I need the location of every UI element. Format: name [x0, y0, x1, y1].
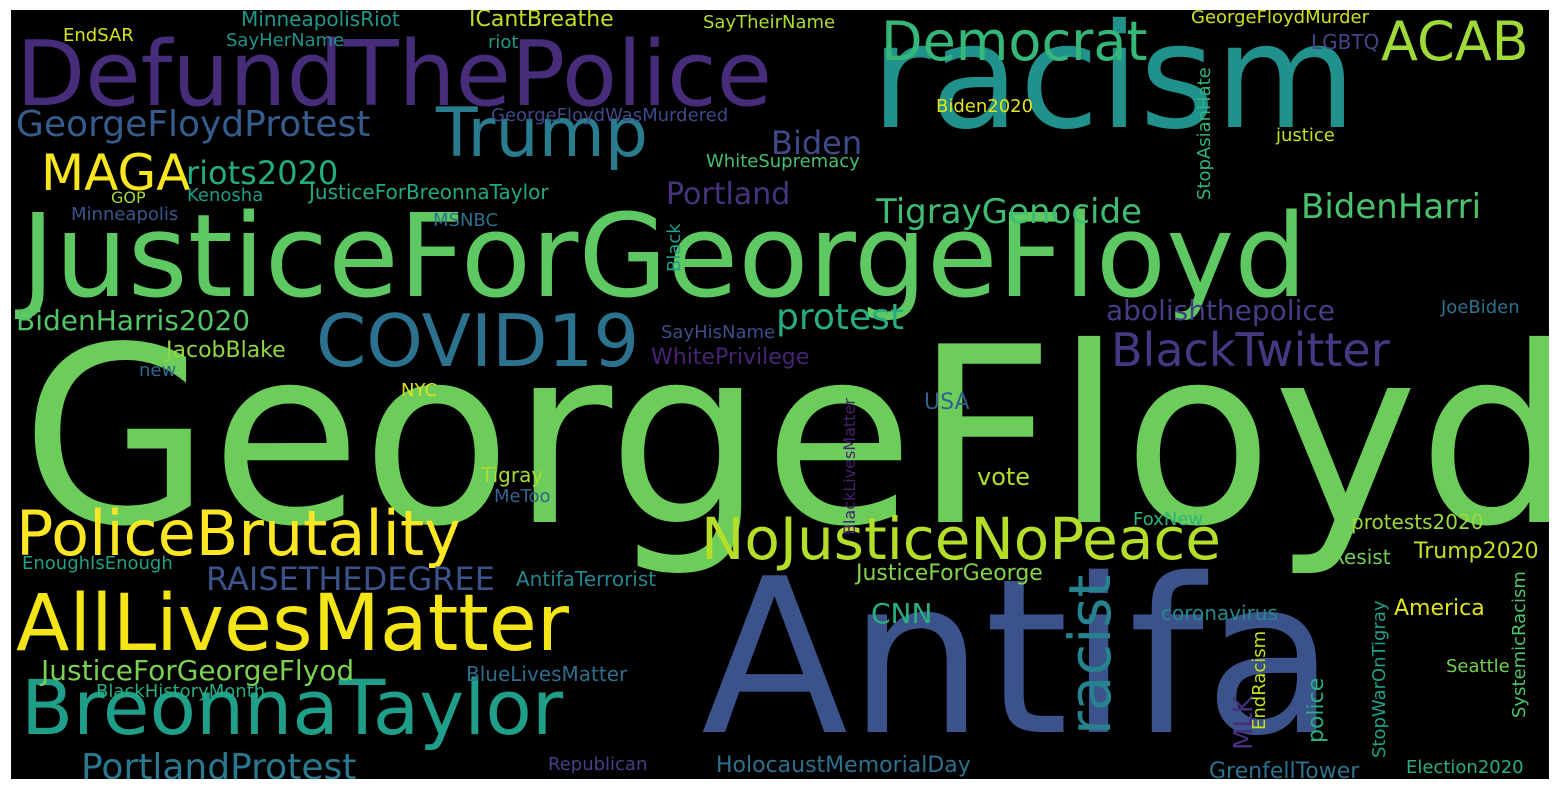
word-protests2020: protests2020 — [1351, 510, 1484, 534]
word-georgefloydprotest: GeorgeFloydProtest — [16, 104, 371, 145]
word-cloud: GeorgeFloyd Antifa racism JusticeForGeor… — [11, 10, 1549, 779]
word-america: America — [1394, 596, 1485, 621]
word-cnn: CNN — [871, 597, 933, 630]
word-systemicracism: SystemicRacism — [1509, 571, 1530, 718]
word-acab: ACAB — [1381, 10, 1529, 73]
word-sayhisname: SayHisName — [661, 322, 776, 343]
word-msnbc: MSNBC — [433, 210, 499, 231]
word-antifaterrorist: AntifaTerrorist — [516, 567, 657, 591]
word-foxnew: FoxNew — [1133, 509, 1204, 530]
word-racist: racist — [1056, 574, 1124, 735]
word-usa: USA — [924, 390, 970, 415]
word-justiceforgeorgeflyod: JusticeForGeorgeFlyod — [41, 654, 355, 687]
word-covid19: COVID19 — [316, 299, 640, 383]
word-bidenharris2020: BidenHarris2020 — [16, 304, 251, 337]
word-antifa: Antifa — [701, 532, 1336, 779]
word-georgefloyd: GeorgeFloyd — [21, 295, 1549, 580]
word-abolishthepolice: abolishthepolice — [1106, 294, 1335, 327]
word-blacktwitter: BlackTwitter — [1111, 323, 1390, 377]
word-breonnataylor: BreonnaTaylor — [21, 663, 564, 752]
word-tigray: Tigray — [481, 463, 544, 487]
word-new: new — [139, 360, 177, 381]
word-policebrutality: PoliceBrutality — [16, 497, 461, 570]
word-nyc: NYC — [401, 380, 438, 401]
word-riot: riot — [488, 32, 519, 53]
word-minneapolis: Minneapolis — [71, 204, 179, 225]
word-biden2020: Biden2020 — [936, 96, 1034, 117]
word-blackhistorymonth: BlackHistoryMonth — [96, 681, 266, 702]
word-whiteprivilege: WhitePrivilege — [651, 345, 810, 370]
word-defundthepolice: DefundThePolice — [16, 22, 772, 127]
word-endracism: EndRacism — [1249, 630, 1270, 730]
word-portlandprotest: PortlandProtest — [81, 747, 357, 780]
word-bluelivesmatter: BlueLivesMatter — [466, 662, 628, 686]
word-nojusticenopeace: NoJusticeNoPeace — [701, 505, 1221, 573]
word-stopwarontigray: StopWarOnTigray — [1369, 600, 1390, 758]
word-gop: GOP — [111, 188, 146, 207]
word-sayhername: SayHerName — [226, 30, 345, 51]
word-seattle: Seattle — [1446, 656, 1510, 677]
word-riots2020: riots2020 — [186, 154, 339, 192]
word-georgefloydwasmurdered: GeorgeFloydWasMurdered — [491, 105, 729, 126]
word-saytheirname: SayTheirName — [703, 12, 836, 33]
word-minneapolisriot: MinneapolisRiot — [241, 10, 400, 31]
word-metoo: MeToo — [494, 486, 551, 507]
word-justiceforgeorge: JusticeForGeorge — [856, 561, 1043, 586]
word-alllivesmatter: AllLivesMatter — [16, 579, 569, 669]
word-portland: Portland — [666, 177, 791, 212]
word-trump: Trump — [436, 94, 649, 173]
word-black: Black — [664, 223, 685, 272]
word-justice: justice — [1276, 125, 1335, 146]
word-racism: racism — [871, 10, 1357, 162]
word-bidenharri: BidenHarri — [1301, 187, 1482, 227]
word-coronavirus: coronavirus — [1161, 601, 1278, 625]
word-kenosha: Kenosha — [187, 185, 264, 206]
word-protest: protest — [776, 297, 905, 338]
word-police: police — [1304, 677, 1329, 743]
word-trump2020: Trump2020 — [1414, 539, 1539, 564]
word-grenfelltower: GrenfellTower — [1209, 759, 1360, 780]
word-tigraygenocide: TigrayGenocide — [876, 192, 1142, 232]
word-biden: Biden — [771, 124, 863, 162]
word-vote: vote — [977, 463, 1031, 491]
word-georgefloydmurder: GeorgeFloydMurder — [1191, 10, 1369, 28]
word-endsar: EndSAR — [63, 25, 134, 46]
word-joebiden: JoeBiden — [1441, 297, 1520, 318]
word-raisethedegree: RAISETHEDEGREE — [206, 560, 495, 598]
word-enoughisenough: EnoughIsEnough — [22, 553, 173, 574]
word-whitesupremacy: WhiteSupremacy — [706, 151, 860, 172]
word-resist: Resist — [1331, 545, 1391, 569]
word-icantbreathe: ICantBreathe — [469, 10, 614, 32]
word-lgbtq: LGBTQ — [1311, 30, 1380, 54]
word-jacobblake: JacobBlake — [166, 338, 286, 363]
word-republican: Republican — [548, 754, 648, 775]
word-stopasianhate: StopAsianHate — [1194, 67, 1215, 200]
word-blacklivesmatter: BlackLivesMatter — [840, 398, 859, 535]
word-justiceforgeorgefloyd: JusticeForGeorgeFloyd — [21, 190, 1308, 324]
word-election2020: Election2020 — [1406, 757, 1524, 778]
word-holocaustmemorialday: HolocaustMemorialDay — [716, 753, 971, 778]
word-democrat: Democrat — [881, 10, 1148, 73]
word-justiceforbreonnataylor: JusticeForBreonnaTaylor — [309, 180, 549, 204]
word-maga: MAGA — [41, 144, 191, 202]
